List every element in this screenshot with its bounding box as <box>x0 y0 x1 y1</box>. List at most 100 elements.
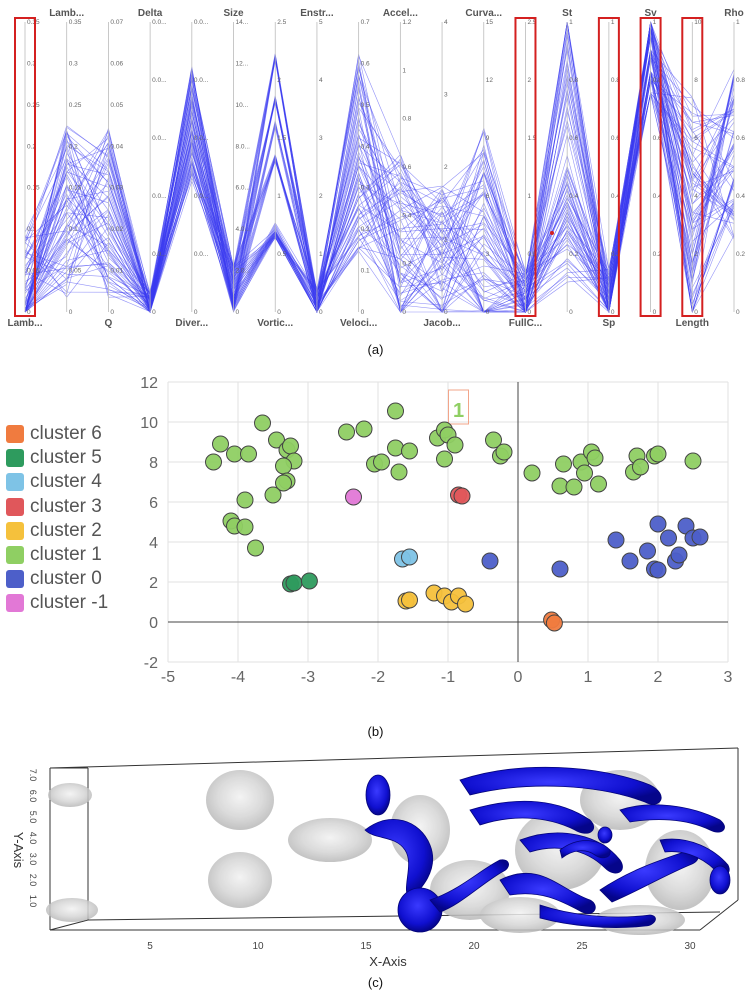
scatter-point[interactable] <box>264 486 282 504</box>
pcp-tick-label: 8.0... <box>236 143 251 150</box>
legend-swatch <box>6 473 24 492</box>
scatter-point[interactable] <box>565 478 583 496</box>
legend-item[interactable]: cluster 4 <box>6 470 102 494</box>
pcp-tick-label: 6 <box>694 135 698 142</box>
legend-item[interactable]: cluster 3 <box>6 495 102 519</box>
pcp-tick-label: 1 <box>444 237 448 244</box>
scatter-point[interactable] <box>373 453 390 471</box>
legend-item[interactable]: cluster 1 <box>6 543 102 567</box>
scatter-point[interactable] <box>275 457 292 475</box>
pcp-tick-label: 0 <box>361 309 365 316</box>
scatter-point[interactable] <box>586 449 604 467</box>
scatter-point[interactable] <box>453 487 471 505</box>
pcp-tick-label: 0.8 <box>653 77 662 84</box>
parallel-coordinates-plot: 0.350.30.250.20.150.10.0500.350.30.250.2… <box>7 8 745 329</box>
pcp-tick-label: 0.8 <box>611 77 620 84</box>
scatter-point[interactable] <box>495 443 513 461</box>
scatter-point[interactable] <box>282 437 299 455</box>
scatter-point[interactable] <box>632 458 649 476</box>
pcp-tick-label: 0.4 <box>402 212 411 219</box>
scatter-point[interactable] <box>390 463 408 481</box>
scatter-point[interactable] <box>485 431 502 449</box>
scatter-point[interactable] <box>355 420 373 438</box>
pcp-tick-label: 0.2 <box>569 251 578 258</box>
scatter-point[interactable] <box>205 453 222 471</box>
legend-item[interactable]: cluster 0 <box>6 567 102 591</box>
pcp-tick-label: 0.0... <box>152 77 167 84</box>
pcp-tick-label: 1 <box>319 251 323 258</box>
pcp-tick-label: 0.0... <box>194 19 209 26</box>
scatter-point[interactable] <box>691 528 709 546</box>
legend-item[interactable]: cluster 5 <box>6 446 102 470</box>
pcp-tick-label: 3 <box>444 92 448 99</box>
scatter-point[interactable] <box>590 475 607 493</box>
pcp-selection-box[interactable] <box>514 17 537 317</box>
scatter-point[interactable] <box>446 436 464 454</box>
scatter-point[interactable] <box>236 518 254 536</box>
scatter-point[interactable] <box>660 529 677 547</box>
scatter-point[interactable] <box>240 445 257 463</box>
scatter-point[interactable] <box>236 491 254 509</box>
pcp-polyline <box>24 49 735 313</box>
volume-y-tick-label: 2.0 <box>28 874 38 887</box>
pcp-tick-label: 0.01 <box>110 268 123 275</box>
volume-x-tick-label: 25 <box>576 941 588 952</box>
pcp-selection-box[interactable] <box>597 17 620 317</box>
pcp-tick-label: 0.05 <box>69 268 82 275</box>
scatter-point[interactable] <box>457 595 474 613</box>
scatter-point[interactable] <box>545 614 563 632</box>
scatter-point[interactable] <box>401 442 418 460</box>
volume-rendering-panel: 5 10 15 20 25 30 7.0 6.0 5.0 4.0 3.0 2.0 1.0 X-Axis… <box>0 740 751 972</box>
pcp-tick-label: 0.02 <box>110 226 123 233</box>
scatter-point[interactable] <box>649 445 667 463</box>
scatter-point[interactable] <box>345 488 362 506</box>
scatter-point[interactable] <box>684 452 702 470</box>
caption-a: (a) <box>367 342 384 357</box>
scatter-point[interactable] <box>387 402 404 420</box>
pcp-selection-box[interactable] <box>639 17 662 317</box>
scatter-point[interactable] <box>338 423 355 441</box>
scatter-point[interactable] <box>285 574 303 592</box>
pcp-selection-box[interactable] <box>14 17 36 317</box>
pcp-tick-label: 0.03 <box>110 185 123 192</box>
scatter-point[interactable] <box>436 450 453 468</box>
scatter-point[interactable] <box>401 591 418 609</box>
scatter-point[interactable] <box>621 552 639 570</box>
scatter-point[interactable] <box>254 414 271 432</box>
scatter-point[interactable] <box>247 539 264 557</box>
pcp-bottom-axis-label: Q <box>105 318 113 329</box>
pcp-selection-box[interactable] <box>681 17 704 317</box>
pcp-tick-label: 0 <box>486 309 490 316</box>
pcp-tick-label: 0.15 <box>69 185 82 192</box>
scatter-x-tick-label: -5 <box>161 669 175 686</box>
scatter-point[interactable] <box>275 474 292 492</box>
pcp-tick-label: 0 <box>569 309 573 316</box>
scatter-point[interactable] <box>576 464 593 482</box>
scatter-point[interactable] <box>387 439 404 457</box>
scatter-point[interactable] <box>300 572 318 590</box>
pcp-polylines <box>24 20 735 314</box>
scatter-point[interactable] <box>551 560 569 578</box>
scatter-x-tick-label: -2 <box>371 669 385 686</box>
legend-item[interactable]: cluster 2 <box>6 519 102 543</box>
pcp-polyline <box>24 21 735 313</box>
scatter-point[interactable] <box>670 546 688 564</box>
pcp-top-axis-label: Delta <box>138 8 163 19</box>
legend-item[interactable]: cluster -1 <box>6 591 108 615</box>
scatter-point[interactable] <box>607 531 625 549</box>
pcp-tick-label: 0 <box>694 309 698 316</box>
pcp-tick-label: 2 <box>527 77 531 84</box>
scatter-point[interactable] <box>649 561 667 579</box>
scatter-point[interactable] <box>523 464 541 482</box>
legend-label: cluster 4 <box>30 471 102 493</box>
scatter-point[interactable] <box>649 515 667 533</box>
scatter-point[interactable] <box>212 435 229 453</box>
scatter-point[interactable] <box>639 542 656 560</box>
legend-item[interactable]: cluster 6 <box>6 422 102 446</box>
scatter-point[interactable] <box>481 552 499 570</box>
pcp-tick-label: 0.15 <box>27 185 40 192</box>
pcp-tick-label: 0.6 <box>736 135 745 142</box>
pcp-tick-label: 2 <box>277 77 281 84</box>
scatter-point[interactable] <box>555 455 572 473</box>
scatter-point[interactable] <box>401 548 418 566</box>
